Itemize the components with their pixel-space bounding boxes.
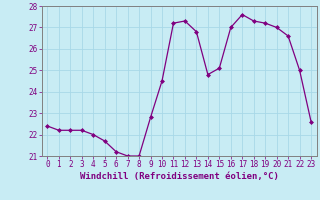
X-axis label: Windchill (Refroidissement éolien,°C): Windchill (Refroidissement éolien,°C) [80, 172, 279, 181]
